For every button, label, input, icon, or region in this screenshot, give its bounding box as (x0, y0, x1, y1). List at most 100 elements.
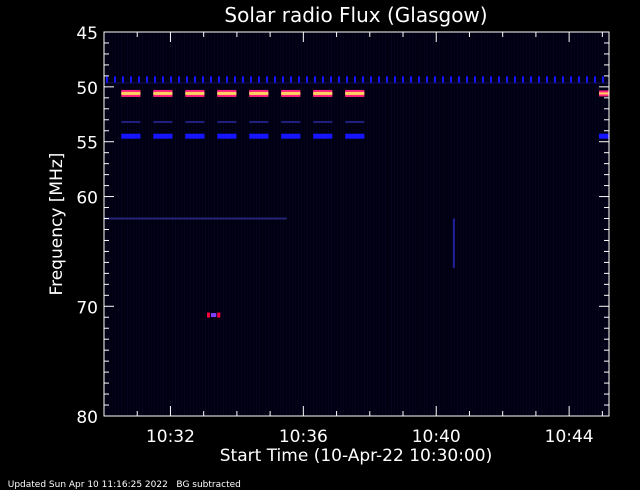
noise-streak (601, 32, 602, 416)
band-tick (546, 76, 548, 84)
noise-streak (550, 32, 551, 416)
noise-streak (145, 32, 146, 416)
band-tick (114, 76, 116, 84)
noise-streak (193, 32, 194, 416)
chart-title: Solar radio Flux (Glasgow) (224, 3, 487, 27)
noise-streak (373, 32, 374, 416)
noise-streak (190, 32, 191, 416)
noise-streak (160, 32, 161, 416)
noise-streak (253, 32, 254, 416)
noise-streak (262, 32, 263, 416)
noise-streak (223, 32, 224, 416)
band-tick (258, 76, 260, 84)
band-dash (217, 120, 237, 123)
band-dash (185, 91, 205, 95)
noise-streak (439, 32, 440, 416)
noise-streak (139, 32, 140, 416)
band-dash (185, 120, 205, 123)
x-tick-label: 10:40 (412, 427, 461, 447)
band-dash (121, 133, 141, 139)
noise-streak (457, 32, 458, 416)
noise-streak (406, 32, 407, 416)
noise-streak (106, 32, 107, 416)
noise-streak (565, 32, 566, 416)
noise-streak (415, 32, 416, 416)
y-axis-label: Frequency [MHz] (47, 153, 67, 296)
noise-streak (379, 32, 380, 416)
noise-streak (532, 32, 533, 416)
band-line (104, 217, 287, 220)
band-dash (121, 120, 141, 123)
noise-streak (400, 32, 401, 416)
noise-streak (295, 32, 296, 416)
noise-streak (469, 32, 470, 416)
band-tick (226, 76, 228, 84)
noise-streak (370, 32, 371, 416)
band-tick (298, 76, 300, 84)
band-tick (410, 76, 412, 84)
band-tick (146, 76, 148, 84)
footer-updated: Updated Sun Apr 10 11:16:25 2022 (7, 480, 168, 490)
y-tick-label: 50 (76, 79, 98, 99)
band-tick (154, 76, 156, 84)
noise-streak (349, 32, 350, 416)
noise-streak (424, 32, 425, 416)
band-dash (185, 133, 205, 139)
noise-streak (490, 32, 491, 416)
plot-border (103, 31, 610, 417)
band-tick (218, 76, 220, 84)
noise-streak (484, 32, 485, 416)
noise-streak (595, 32, 596, 416)
noise-streak (445, 32, 446, 416)
band-tick (474, 76, 476, 84)
noise-streak (112, 32, 113, 416)
noise-streak (403, 32, 404, 416)
noise-streak (121, 32, 122, 416)
band-spot (599, 92, 609, 95)
noise-streak (220, 32, 221, 416)
band-tick (466, 76, 468, 84)
band-tick (130, 76, 132, 84)
noise-streak (256, 32, 257, 416)
band-tick (178, 76, 180, 84)
band-tick (602, 76, 604, 84)
noise-streak (547, 32, 548, 416)
noise-streak (604, 32, 605, 416)
noise-streak (286, 32, 287, 416)
noise-streak (556, 32, 557, 416)
band-tick (242, 76, 244, 84)
noise-streak (526, 32, 527, 416)
band-tick (450, 76, 452, 84)
noise-streak (505, 32, 506, 416)
band-tick (418, 76, 420, 84)
noise-streak (334, 32, 335, 416)
noise-streak (154, 32, 155, 416)
band-tick (482, 76, 484, 84)
noise-streak (592, 32, 593, 416)
noise-streak (574, 32, 575, 416)
noise-streak (124, 32, 125, 416)
noise-streak (523, 32, 524, 416)
noise-streak (580, 32, 581, 416)
band-tick (194, 76, 196, 84)
band-dash (345, 120, 365, 123)
noise-streak (481, 32, 482, 416)
noise-streak (514, 32, 515, 416)
y-tick-label: 55 (76, 134, 98, 154)
band-dash (313, 91, 333, 95)
y-tick-label: 45 (76, 24, 98, 44)
faint-feature (452, 218, 455, 268)
noise-streak (553, 32, 554, 416)
noise-streak (133, 32, 134, 416)
noise-streak (448, 32, 449, 416)
noise-streak (430, 32, 431, 416)
noise-streak (157, 32, 158, 416)
noise-streak (358, 32, 359, 416)
noise-streak (352, 32, 353, 416)
noise-streak (409, 32, 410, 416)
band-tick (306, 76, 308, 84)
noise-streak (217, 32, 218, 416)
noise-streak (301, 32, 302, 416)
noise-streak (205, 32, 206, 416)
noise-streak (271, 32, 272, 416)
